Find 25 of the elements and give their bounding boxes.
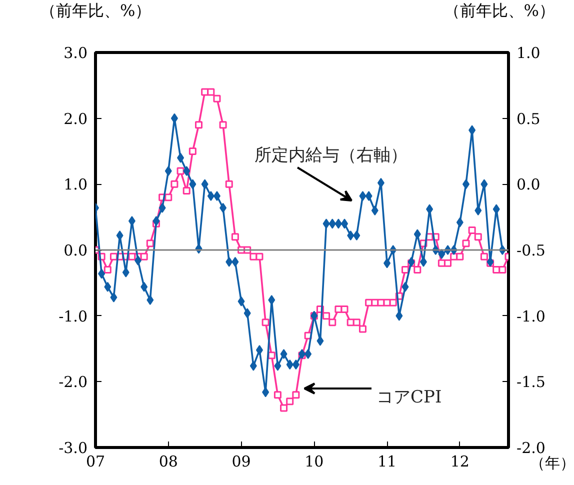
y2-tick-label: -2.0 [516, 439, 546, 457]
y2-tick-label: 0.0 [516, 176, 540, 194]
y2-tick-label: -1.0 [516, 307, 546, 326]
y-tick-label: 2.0 [64, 110, 88, 128]
y2-tick-label: -0.5 [516, 242, 546, 260]
x-tick-label: 08 [158, 452, 178, 470]
y-axis-title: （前年比、%） [40, 0, 152, 22]
x-tick-label: 12 [450, 452, 470, 470]
y2-tick-label: 1.0 [516, 44, 540, 62]
y-tick-label: 3.0 [64, 44, 88, 62]
y-tick-label: 0.0 [64, 242, 88, 260]
x-tick-label: 09 [232, 452, 251, 470]
y2-axis-title: （前年比、%） [444, 0, 555, 22]
x-tick-label: 11 [377, 452, 397, 470]
y-tick-label: -2.0 [58, 373, 88, 392]
y-tick-label: -3.0 [58, 439, 88, 457]
y2-tick-label: 0.5 [516, 110, 540, 128]
series-label: 所定内給与（右軸） [254, 146, 408, 166]
x-tick-label: 10 [304, 452, 324, 470]
y2-tick-label: -1.5 [516, 373, 546, 392]
text: コアCPI [376, 388, 442, 408]
x-axis-title: （年） [530, 454, 574, 472]
y-tick-label: -1.0 [58, 307, 88, 326]
x-tick-label: 07 [86, 452, 106, 470]
y-tick-label: 1.0 [64, 176, 88, 194]
